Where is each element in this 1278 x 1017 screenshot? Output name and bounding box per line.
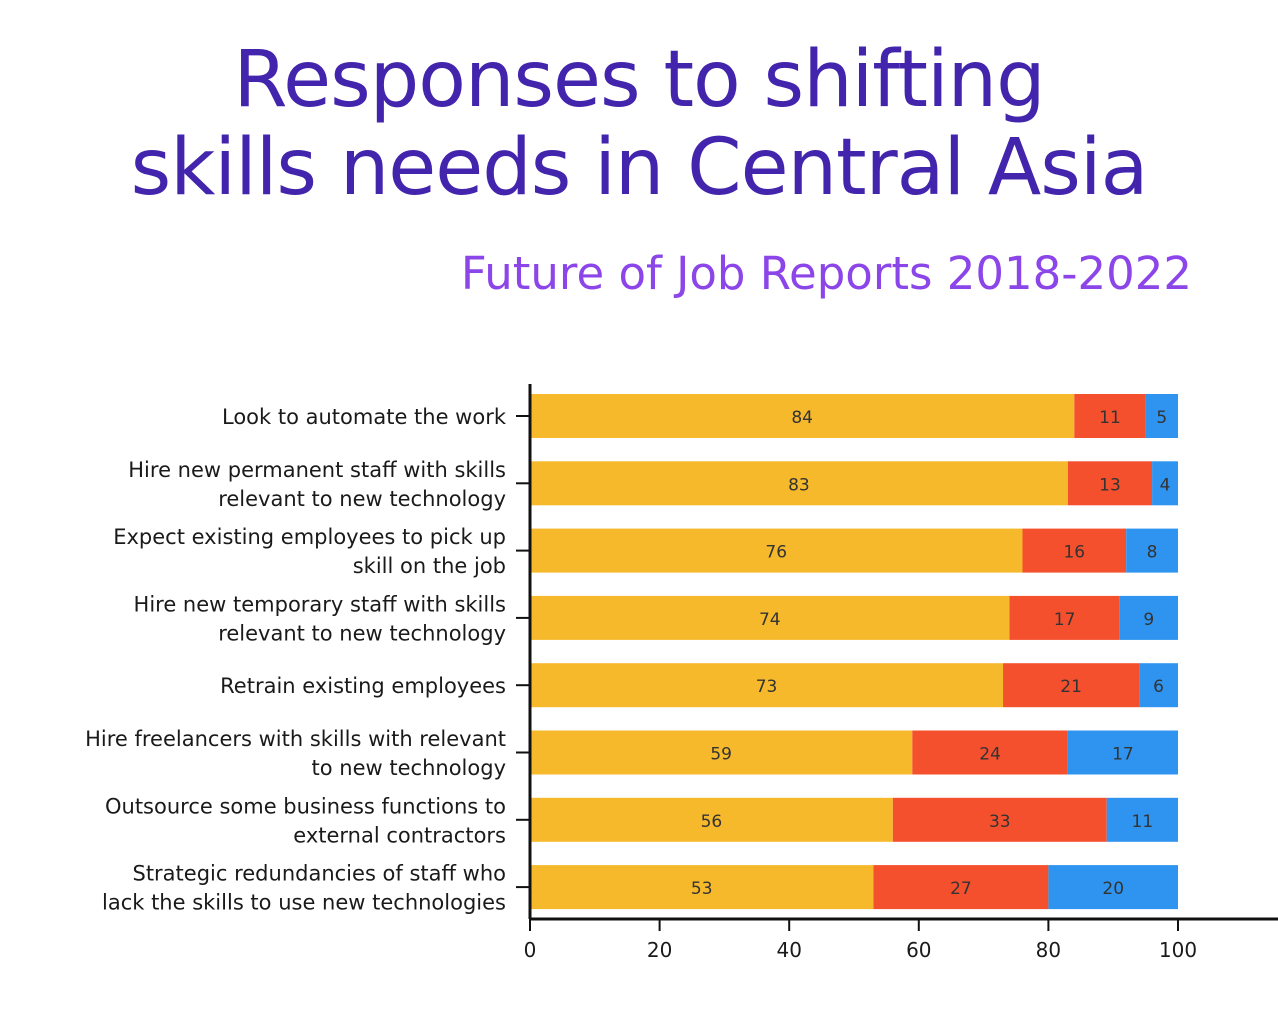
bar-segment-4-3 <box>1119 595 1178 640</box>
bar-value-label-6-2: 24 <box>979 745 1001 765</box>
bar-segment-2-1 <box>530 461 1068 506</box>
x-tick-label-3: 40 <box>776 938 801 962</box>
bar-segment-5-2 <box>1003 663 1140 708</box>
bar-value-label-4-2: 17 <box>1054 610 1076 630</box>
category-label-1: Look to automate the work <box>222 405 507 429</box>
y-axis: Look to automate the work Hire new perman… <box>85 384 532 919</box>
bar-value-label-1-3: 5 <box>1156 408 1167 428</box>
bar-value-label-2-3: 4 <box>1160 475 1171 495</box>
bar-value-label-2-2: 13 <box>1099 475 1121 495</box>
bar-segment-3-1 <box>530 528 1023 573</box>
chart-title-line-1: Responses to shifting <box>233 35 1045 125</box>
bar-value-label-4-1: 74 <box>759 610 781 630</box>
category-label-2-line-2: relevant to new technology <box>218 487 506 511</box>
bar-value-label-7-2: 33 <box>989 812 1011 832</box>
category-label-3-line-2: skill on the job <box>353 554 506 578</box>
bar-segment-3-3 <box>1126 528 1178 573</box>
bar-segment-4-2 <box>1009 595 1120 640</box>
chart-subtitle: Future of Job Reports 2018-2022 <box>460 247 1192 300</box>
category-label-7-line-1: Outsource some business functions to <box>105 794 506 818</box>
bar-segment-3-2 <box>1022 528 1127 573</box>
bars-layer: 84 11 5 83 13 4 76 16 8 74 17 9 73 21 6 59 24 17 56 33 11 53 2… <box>530 394 1178 910</box>
x-tick-label-2: 20 <box>647 938 672 962</box>
bar-segment-4-1 <box>530 595 1010 640</box>
bar-segment-8-1 <box>530 865 874 910</box>
bar-segment-6-2 <box>912 730 1068 775</box>
category-label-4-line-1: Hire new temporary staff with skills <box>134 592 506 616</box>
category-label-5: Retrain existing employees <box>220 674 506 698</box>
bar-value-label-6-3: 17 <box>1112 745 1134 765</box>
bar-segment-7-1 <box>530 797 893 842</box>
chart-title: Responses to shifting skills needs in Ce… <box>0 36 1278 212</box>
bar-segment-5-3 <box>1139 663 1178 708</box>
category-label-4-line-2: relevant to new technology <box>218 621 506 645</box>
bar-value-label-5-3: 6 <box>1153 677 1164 697</box>
bar-segment-5-1 <box>530 663 1004 708</box>
category-label-6-line-1: Hire freelancers with skills with releva… <box>85 727 506 751</box>
x-axis: 0 20 40 60 80 100 <box>524 917 1278 962</box>
category-label-3-line-1: Expect existing employees to pick up <box>113 525 506 549</box>
category-label-6-line-2: to new technology <box>312 756 506 780</box>
category-label-8-line-2: lack the skills to use new technologies <box>102 891 506 915</box>
bar-segment-7-3 <box>1106 797 1178 842</box>
bar-value-label-8-2: 27 <box>950 879 972 899</box>
bar-segment-2-2 <box>1067 461 1153 506</box>
x-tick-label-5: 80 <box>1036 938 1061 962</box>
bar-segment-1-2 <box>1074 394 1146 438</box>
x-tick-label-1: 0 <box>524 938 537 962</box>
bar-value-label-7-3: 11 <box>1132 812 1154 832</box>
bar-value-label-6-1: 59 <box>710 745 732 765</box>
bar-value-label-2-1: 83 <box>788 475 810 495</box>
bar-segment-8-3 <box>1048 865 1178 910</box>
bar-segment-1-1 <box>530 394 1075 438</box>
x-tick-label-6: 100 <box>1159 938 1197 962</box>
chart-title-line-2: skills needs in Central Asia <box>130 123 1149 213</box>
bar-segment-7-2 <box>892 797 1107 842</box>
bar-segment-2-3 <box>1152 461 1178 506</box>
bar-segment-8-2 <box>873 865 1049 910</box>
bar-value-label-1-2: 11 <box>1099 408 1121 428</box>
category-label-7-line-2: external contractors <box>293 823 506 847</box>
bar-segment-1-3 <box>1145 394 1178 438</box>
bar-value-label-5-1: 73 <box>756 677 778 697</box>
bar-value-label-5-2: 21 <box>1060 677 1082 697</box>
bar-value-label-3-1: 76 <box>765 543 787 563</box>
bar-value-label-3-2: 16 <box>1063 543 1085 563</box>
bar-value-label-1-1: 84 <box>791 408 813 428</box>
bar-segment-6-1 <box>530 730 913 775</box>
bar-value-label-8-3: 20 <box>1102 879 1124 899</box>
x-tick-label-4: 60 <box>906 938 931 962</box>
bar-segment-6-3 <box>1067 730 1178 775</box>
bar-value-label-3-3: 8 <box>1147 543 1158 563</box>
bar-value-label-8-1: 53 <box>691 879 713 899</box>
category-label-8-line-1: Strategic redundancies of staff who <box>132 862 506 886</box>
bar-value-label-7-1: 56 <box>701 812 723 832</box>
category-label-2-line-1: Hire new permanent staff with skills <box>128 458 506 482</box>
bar-value-label-4-3: 9 <box>1143 610 1154 630</box>
